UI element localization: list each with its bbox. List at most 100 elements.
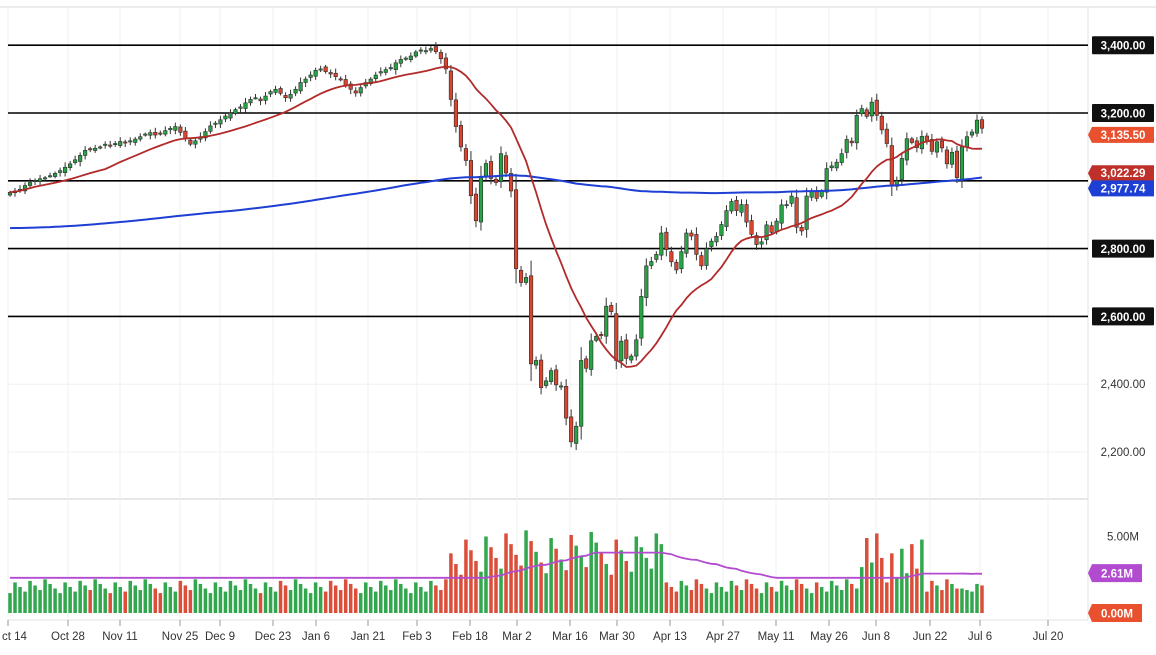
candle[interactable] — [599, 331, 604, 340]
candle[interactable] — [829, 161, 834, 172]
volume-bar[interactable] — [980, 585, 984, 613]
volume-bar[interactable] — [704, 588, 709, 613]
candle[interactable] — [649, 256, 654, 270]
candle[interactable] — [303, 76, 308, 88]
volume-bar[interactable] — [273, 591, 278, 613]
volume-bar[interactable] — [419, 586, 423, 613]
candle[interactable] — [93, 144, 98, 153]
volume-bar[interactable] — [38, 590, 42, 613]
volume-bar[interactable] — [484, 536, 488, 614]
candle[interactable] — [949, 147, 954, 169]
candle[interactable] — [153, 127, 158, 139]
volume-bar[interactable] — [975, 583, 979, 613]
candle[interactable] — [353, 87, 358, 97]
volume-bar[interactable] — [363, 582, 368, 613]
candle[interactable] — [549, 367, 554, 385]
candle[interactable] — [38, 174, 43, 186]
candle[interactable] — [43, 175, 48, 182]
candle[interactable] — [148, 129, 153, 140]
candle[interactable] — [288, 89, 293, 102]
volume-bar[interactable] — [8, 593, 12, 613]
candle[interactable] — [103, 141, 108, 149]
volume-bar[interactable] — [33, 585, 37, 613]
candle[interactable] — [724, 205, 729, 231]
volume-bar[interactable] — [323, 591, 328, 613]
volume-bar[interactable] — [98, 583, 102, 613]
candle[interactable] — [178, 124, 183, 136]
candle[interactable] — [749, 214, 754, 239]
volume-bar[interactable] — [464, 539, 468, 613]
volume-bar[interactable] — [644, 557, 649, 613]
volume-bar[interactable] — [479, 571, 483, 613]
candle[interactable] — [754, 232, 759, 250]
volume-bar[interactable] — [13, 582, 17, 613]
volume-bar[interactable] — [399, 583, 403, 613]
candle[interactable] — [974, 114, 980, 137]
volume-bar[interactable] — [519, 565, 523, 613]
candle[interactable] — [934, 138, 939, 158]
candle[interactable] — [418, 47, 423, 55]
volume-bar[interactable] — [253, 588, 258, 613]
candle[interactable] — [423, 46, 428, 55]
candle[interactable] — [258, 96, 263, 106]
candle[interactable] — [58, 167, 63, 177]
volume-bar[interactable] — [824, 591, 829, 613]
candle[interactable] — [73, 155, 78, 165]
volume-bar[interactable] — [103, 588, 107, 613]
candle[interactable] — [228, 109, 233, 121]
candle[interactable] — [113, 141, 118, 147]
candle[interactable] — [278, 86, 283, 96]
volume-bar[interactable] — [148, 583, 153, 613]
volume-bar[interactable] — [794, 579, 799, 613]
volume-bar[interactable] — [128, 580, 133, 613]
candle[interactable] — [448, 64, 453, 107]
candle[interactable] — [574, 421, 579, 451]
candle[interactable] — [864, 107, 869, 119]
candle[interactable] — [859, 104, 864, 117]
candle[interactable] — [293, 86, 298, 97]
volume-bar[interactable] — [694, 579, 699, 613]
candle[interactable] — [163, 126, 168, 137]
candle[interactable] — [518, 266, 524, 287]
candle[interactable] — [403, 56, 408, 61]
candle[interactable] — [929, 133, 934, 155]
volume-bar[interactable] — [629, 571, 634, 613]
volume-bar[interactable] — [343, 579, 348, 613]
candle[interactable] — [729, 198, 734, 214]
candle[interactable] — [589, 333, 594, 376]
volume-bar[interactable] — [389, 590, 393, 613]
volume-bar[interactable] — [384, 585, 388, 613]
volume-bar[interactable] — [950, 583, 954, 613]
candle[interactable] — [218, 115, 223, 129]
candle[interactable] — [248, 96, 253, 106]
candle[interactable] — [138, 133, 143, 142]
volume-bar[interactable] — [173, 591, 178, 613]
candle[interactable] — [854, 109, 859, 150]
candle[interactable] — [268, 89, 273, 98]
volume-bar[interactable] — [784, 585, 789, 613]
candle[interactable] — [559, 381, 564, 391]
volume-bar[interactable] — [308, 593, 313, 613]
volume-bar[interactable] — [885, 582, 889, 613]
candle[interactable] — [438, 49, 443, 64]
candle[interactable] — [333, 68, 338, 81]
volume-bar[interactable] — [554, 548, 558, 613]
candle[interactable] — [659, 225, 664, 261]
volume-bar[interactable] — [409, 593, 413, 613]
candle[interactable] — [784, 200, 789, 209]
volume-bar[interactable] — [434, 585, 438, 613]
volume-bar[interactable] — [474, 560, 478, 613]
candle[interactable] — [704, 242, 709, 270]
volume-bar[interactable] — [43, 579, 47, 613]
candle[interactable] — [273, 85, 278, 95]
candle[interactable] — [508, 168, 514, 198]
volume-bar[interactable] — [198, 583, 203, 613]
volume-bar[interactable] — [744, 579, 749, 613]
volume-bar[interactable] — [168, 586, 173, 613]
volume-bar[interactable] — [609, 574, 613, 613]
volume-bar[interactable] — [78, 580, 82, 613]
volume-bar[interactable] — [143, 579, 148, 613]
volume-bar[interactable] — [684, 585, 689, 613]
candle[interactable] — [48, 172, 53, 178]
